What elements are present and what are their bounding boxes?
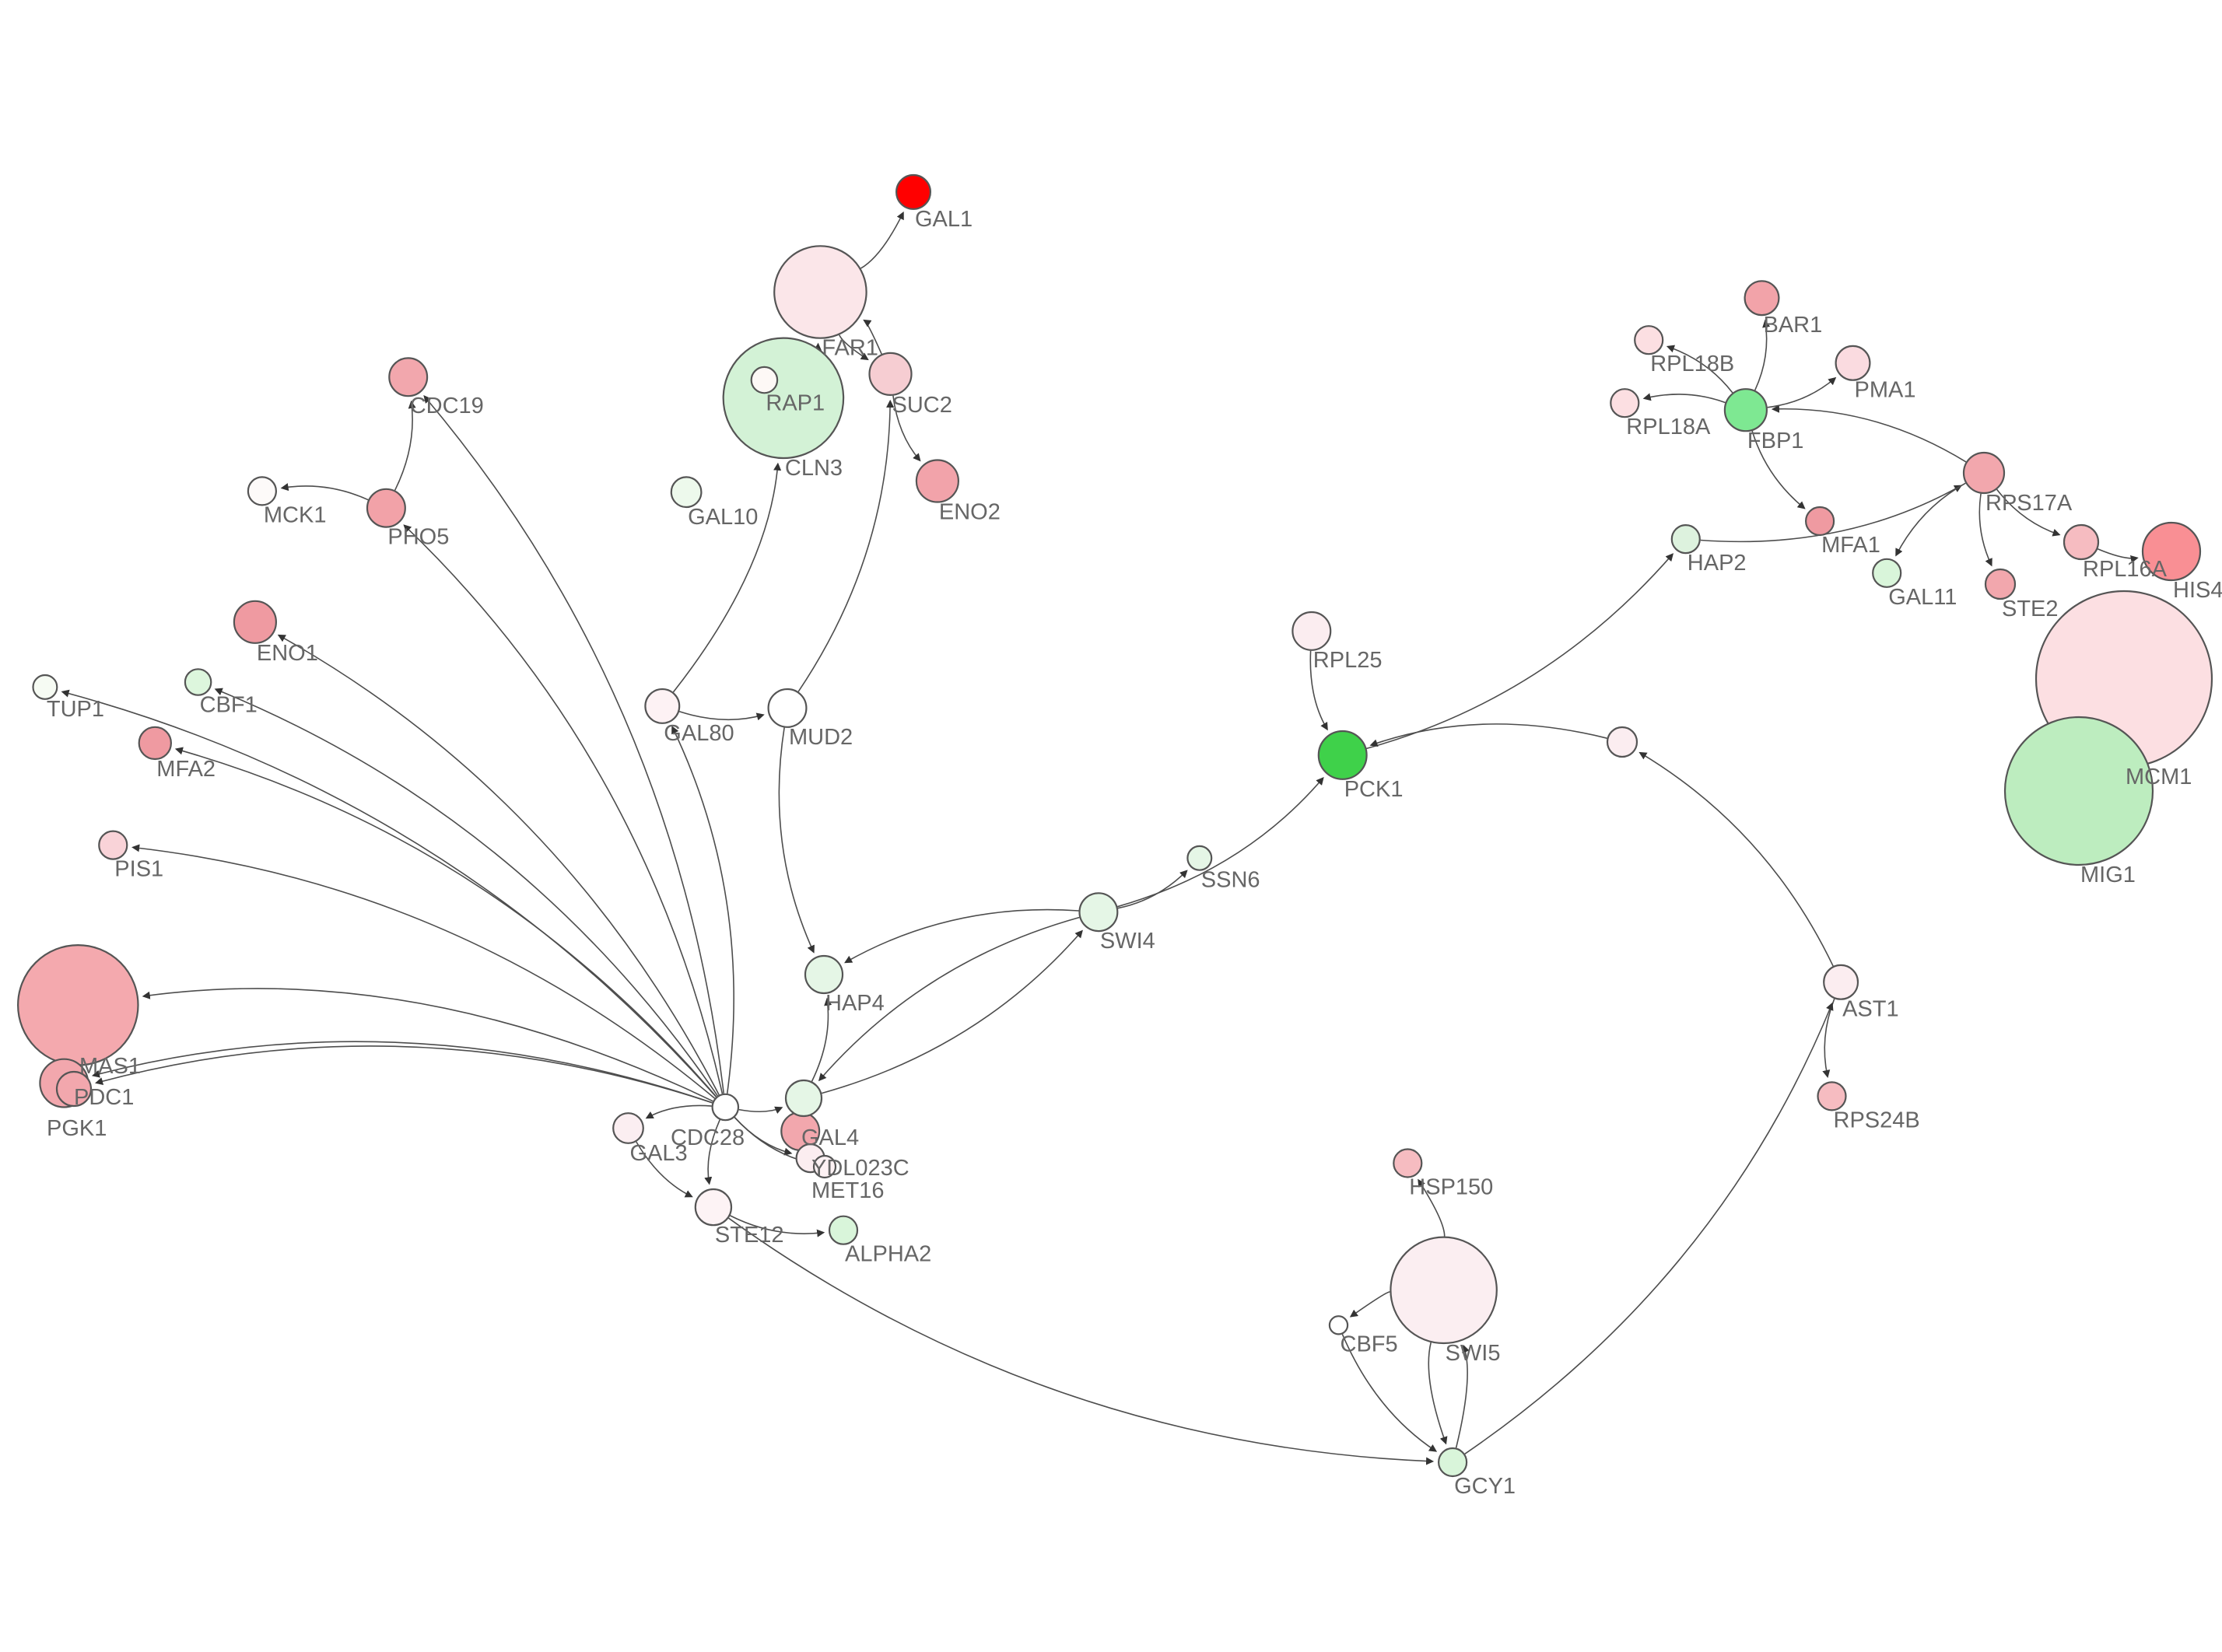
svg-text:MUD2: MUD2	[789, 725, 853, 750]
svg-text:STE12: STE12	[715, 1223, 784, 1248]
svg-text:FBP1: FBP1	[1747, 429, 1804, 453]
svg-text:RPL18A: RPL18A	[1626, 415, 1711, 439]
svg-text:HAP2: HAP2	[1688, 551, 1747, 576]
svg-text:MCM1: MCM1	[2126, 765, 2192, 789]
svg-text:RPS24B: RPS24B	[1834, 1108, 1920, 1132]
svg-text:GAL1: GAL1	[915, 207, 973, 232]
svg-text:SSN6: SSN6	[1201, 868, 1260, 893]
svg-text:SWI5: SWI5	[1446, 1341, 1501, 1366]
svg-text:CBF5: CBF5	[1341, 1332, 1398, 1356]
svg-text:HAP4: HAP4	[825, 991, 885, 1016]
svg-text:PGK1: PGK1	[47, 1116, 107, 1141]
svg-text:MCK1: MCK1	[264, 502, 327, 527]
svg-text:TUP1: TUP1	[47, 697, 104, 722]
svg-text:RPS17A: RPS17A	[1985, 491, 2073, 516]
svg-text:PHO5: PHO5	[387, 525, 449, 550]
svg-text:STE2: STE2	[2002, 597, 2059, 621]
svg-text:RPL16A: RPL16A	[2083, 557, 2168, 582]
svg-text:PIS1: PIS1	[114, 857, 163, 882]
svg-text:ALPHA2: ALPHA2	[845, 1242, 931, 1267]
svg-text:HSP150: HSP150	[1409, 1175, 1493, 1200]
svg-text:PCK1: PCK1	[1344, 777, 1404, 802]
svg-text:BAR1: BAR1	[1764, 313, 1823, 338]
svg-text:ENO1: ENO1	[257, 641, 318, 666]
svg-text:PMA1: PMA1	[1855, 378, 1916, 403]
svg-text:GAL4: GAL4	[801, 1125, 859, 1150]
svg-text:HIS4: HIS4	[2173, 578, 2222, 603]
svg-text:MIG1: MIG1	[2080, 863, 2136, 887]
svg-text:RAP1: RAP1	[766, 390, 825, 415]
svg-text:MFA2: MFA2	[156, 757, 216, 782]
svg-text:CDC19: CDC19	[410, 394, 484, 418]
svg-text:ENO2: ENO2	[939, 500, 1001, 525]
svg-text:GAL10: GAL10	[688, 505, 758, 530]
svg-text:MET16: MET16	[811, 1178, 884, 1203]
svg-text:FAR1: FAR1	[822, 336, 878, 361]
svg-text:MFA1: MFA1	[1821, 533, 1880, 558]
svg-text:GAL80: GAL80	[664, 721, 734, 746]
svg-text:CLN3: CLN3	[785, 456, 843, 481]
svg-text:YDL023C: YDL023C	[811, 1156, 909, 1181]
svg-text:CBF1: CBF1	[200, 693, 258, 718]
svg-text:AST1: AST1	[1842, 997, 1899, 1022]
svg-text:RPL18B: RPL18B	[1650, 352, 1734, 376]
svg-text:SUC2: SUC2	[892, 393, 952, 418]
svg-text:PDC1: PDC1	[74, 1085, 134, 1110]
svg-text:GAL11: GAL11	[1888, 585, 1957, 610]
svg-text:GCY1: GCY1	[1454, 1474, 1516, 1499]
svg-text:CDC28: CDC28	[671, 1125, 745, 1150]
svg-text:SWI4: SWI4	[1100, 929, 1155, 954]
svg-text:MAS1: MAS1	[79, 1054, 141, 1079]
svg-text:RPL25: RPL25	[1313, 648, 1383, 673]
